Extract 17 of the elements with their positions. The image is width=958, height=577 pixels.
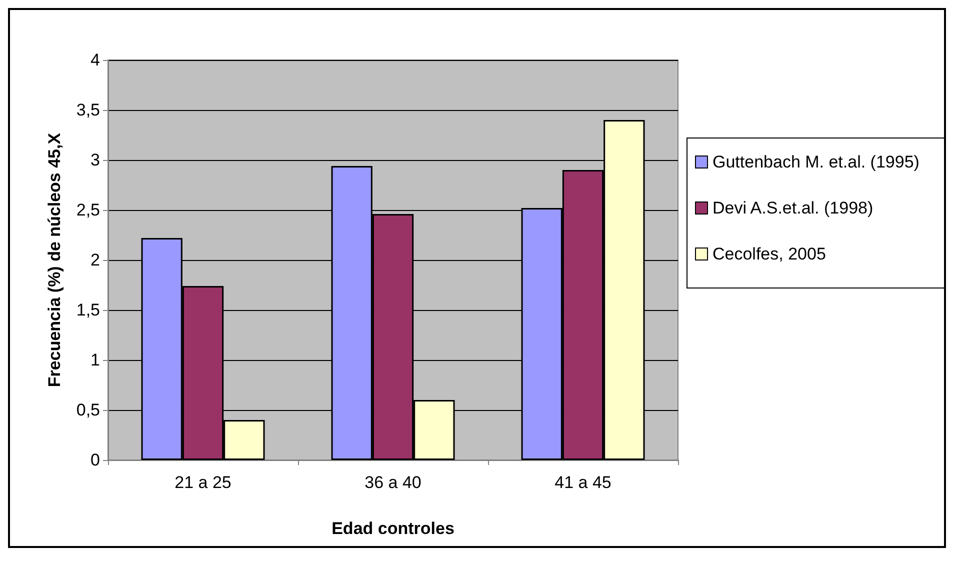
x-tick-label: 41 a 45 (554, 473, 612, 492)
legend-label: Devi A.S.et.al. (1998) (712, 198, 874, 218)
legend-label: Cecolfes, 2005 (712, 244, 826, 264)
y-tick-label: 0,5 (76, 400, 100, 420)
legend-label: Guttenbach M. et.al. (1995) (712, 152, 920, 172)
y-tick-label: 4 (90, 50, 100, 70)
y-tick-label: 2,5 (76, 200, 100, 220)
y-tick-label: 3,5 (76, 100, 100, 120)
y-tick-label: 1,5 (76, 300, 100, 320)
x-tick-label: 21 a 25 (174, 473, 232, 492)
y-tick-label: 1 (90, 350, 100, 370)
y-tick-label: 2 (90, 250, 100, 270)
x-axis-title: Edad controles (332, 519, 454, 538)
y-tick-label: 3 (90, 150, 100, 170)
x-tick-label: 36 a 40 (364, 473, 422, 492)
y-axis-title: Frecuencia (%) de núcleos 45,X (45, 132, 64, 388)
y-tick-label: 0 (90, 450, 100, 470)
